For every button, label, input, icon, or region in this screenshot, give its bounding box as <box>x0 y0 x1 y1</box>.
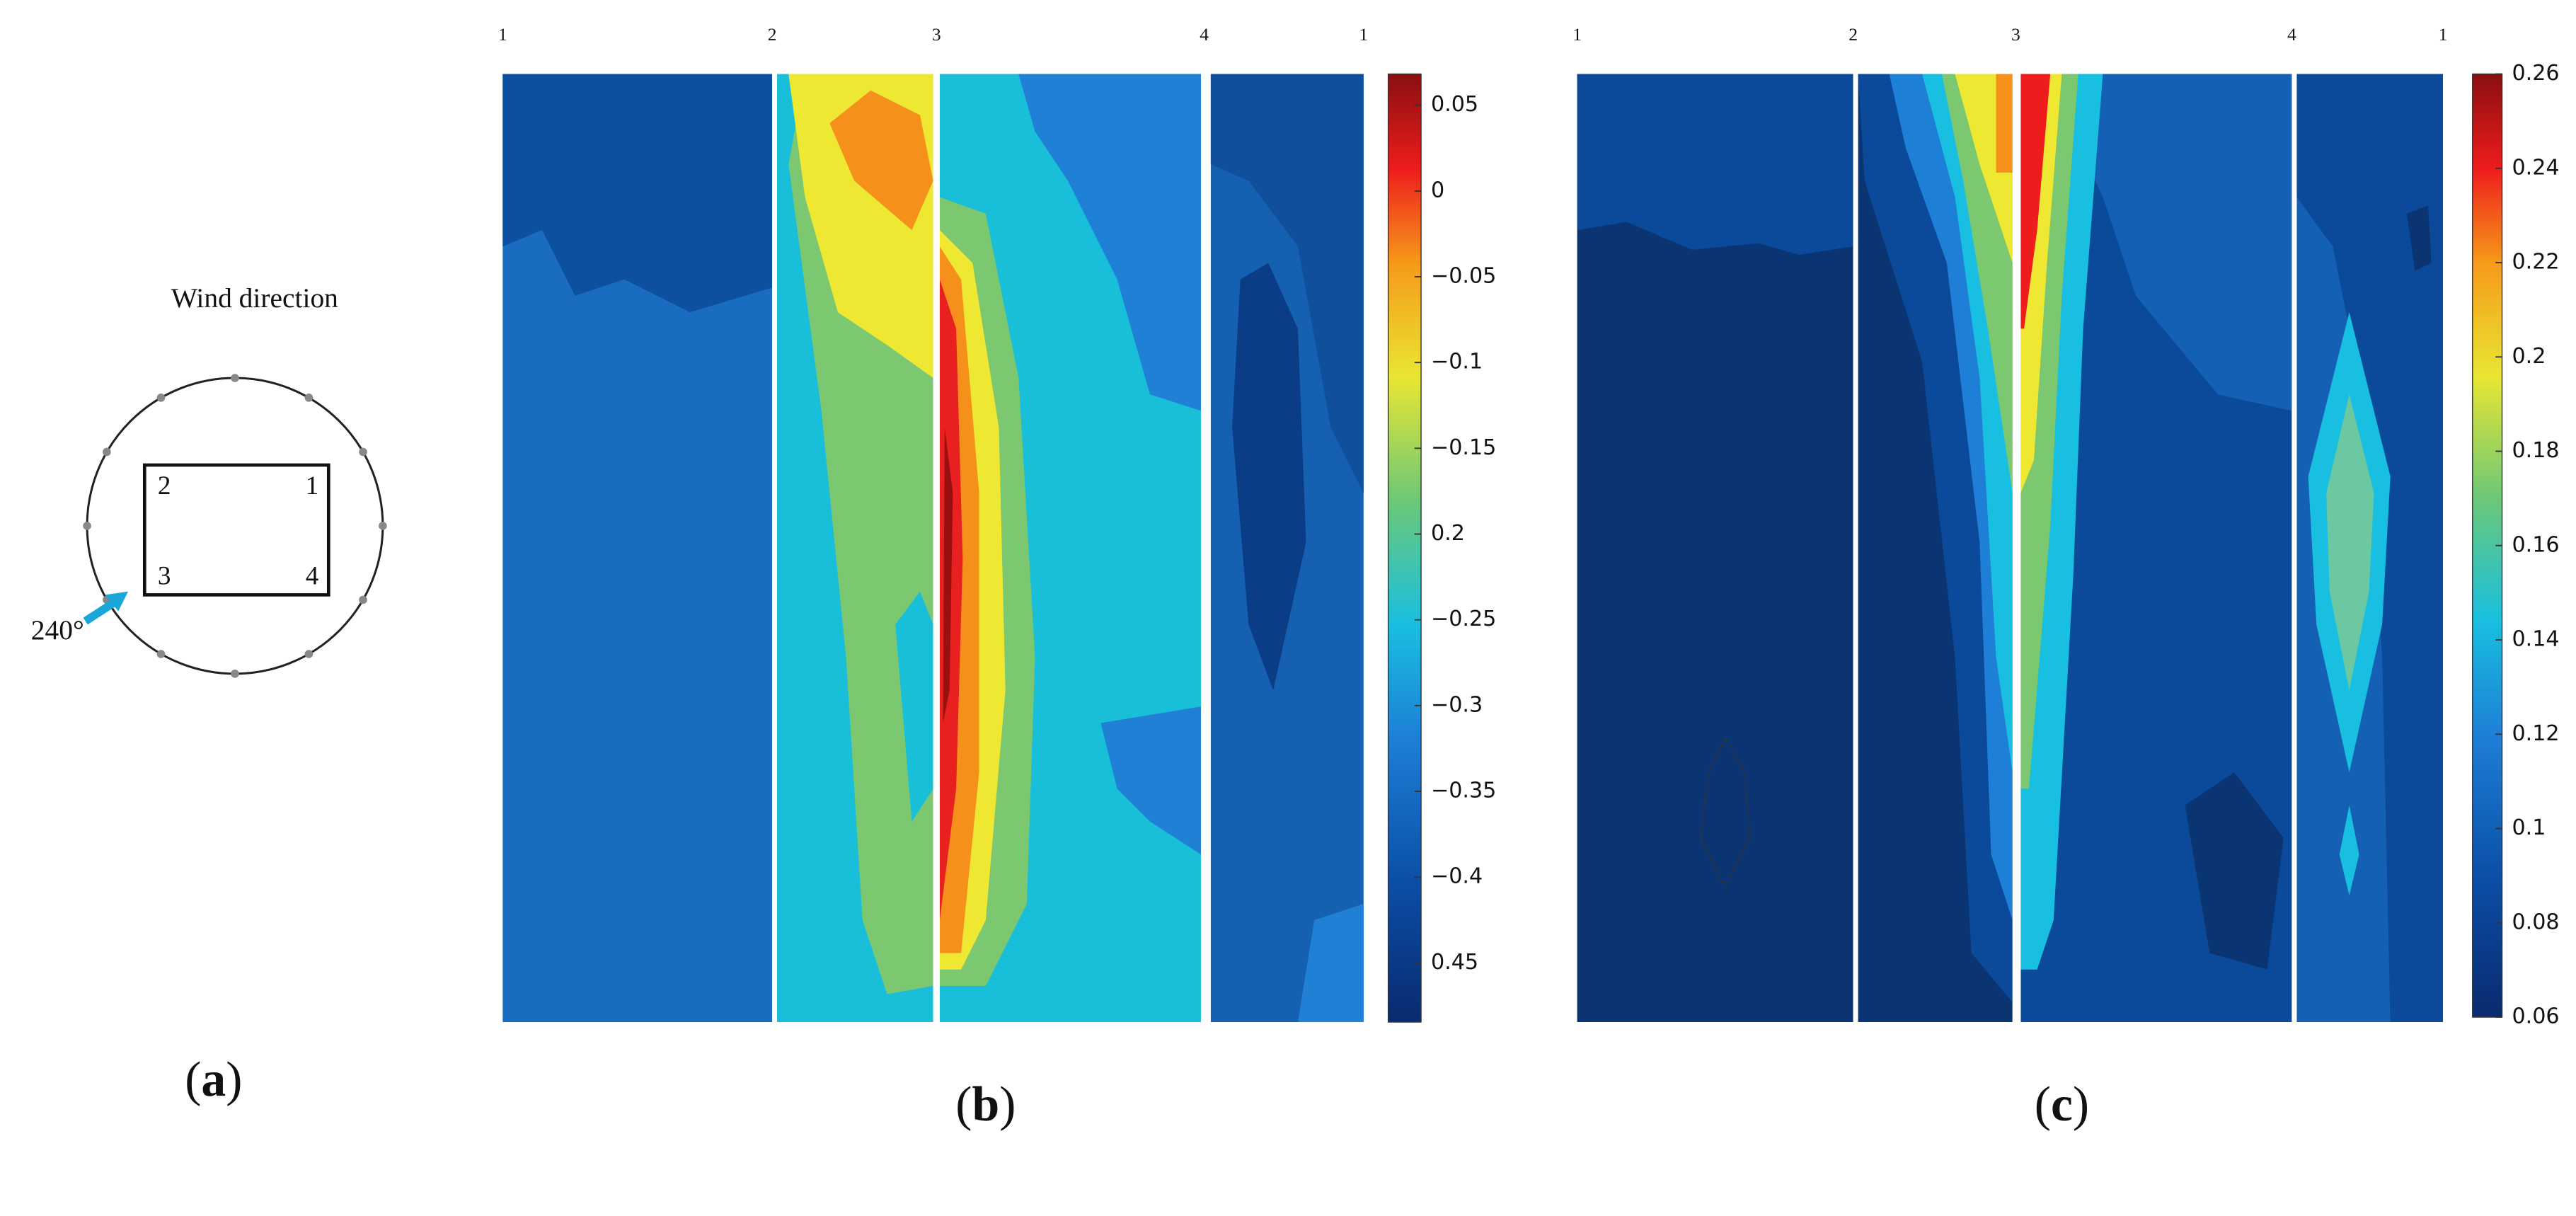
face-label: 3 <box>158 562 171 591</box>
separator <box>1200 74 1209 1022</box>
edge-label: 2 <box>768 24 777 45</box>
separator <box>933 74 940 1022</box>
colorbar-label: 0.05 <box>1431 92 1478 117</box>
paren: ( <box>185 1052 201 1107</box>
contour <box>2326 394 2374 691</box>
contour <box>895 591 933 822</box>
colorbar-label: 0 <box>1431 178 1444 202</box>
separator <box>772 74 778 1022</box>
edge-label: 1 <box>1359 24 1368 45</box>
edge-label: 4 <box>2287 24 2296 45</box>
edge-label: 1 <box>498 24 507 45</box>
colorbar-label: −0.15 <box>1431 435 1496 460</box>
colorbar-label: 0.06 <box>2512 1004 2559 1029</box>
edge-label: 2 <box>1848 24 1858 45</box>
contour <box>2406 205 2432 272</box>
contour <box>1210 74 1364 493</box>
colorbar <box>1387 73 1422 1023</box>
contour <box>2339 805 2359 896</box>
contour <box>943 427 953 723</box>
panel-label: (b) <box>955 1077 1016 1132</box>
contour <box>2296 74 2443 1022</box>
colorbar-label: 0.18 <box>2512 438 2559 463</box>
contour <box>1018 74 1201 411</box>
edge-label: 4 <box>1200 24 1209 45</box>
building <box>142 463 330 597</box>
angle-label: 240° <box>31 614 84 646</box>
colorbar-label: −0.25 <box>1431 607 1496 631</box>
taps <box>83 374 387 678</box>
colorbar-label: −0.1 <box>1431 350 1483 374</box>
contour-line <box>1699 738 1751 890</box>
contour <box>1996 74 2013 173</box>
contour <box>829 90 933 231</box>
face-label: 4 <box>306 562 319 591</box>
panel-c: (c) <box>1577 73 2503 1132</box>
colorbar-label: 0.2 <box>1431 521 1465 546</box>
ring <box>86 377 384 675</box>
wind-title: Wind direction <box>171 282 338 314</box>
contour <box>502 74 773 313</box>
colorbar-label: 0.26 <box>2512 61 2559 86</box>
paren: ) <box>2073 1077 2089 1132</box>
edge-label: 1 <box>2439 24 2448 45</box>
face-label: 2 <box>158 471 171 500</box>
contour <box>1232 263 1306 691</box>
colorbar-label: −0.35 <box>1431 779 1496 803</box>
panel-a: Wind direction 2 1 3 4 240° (a) <box>31 282 387 1107</box>
panel-b: (b) <box>502 73 1422 1132</box>
colorbar-label: 0.08 <box>2512 910 2559 934</box>
edge-label: 3 <box>2011 24 2020 45</box>
letter: c <box>2051 1077 2073 1132</box>
face-label: 1 <box>306 471 319 500</box>
paren: ) <box>999 1077 1016 1132</box>
contour <box>2020 74 2051 329</box>
contour <box>1577 74 1853 255</box>
letter: a <box>201 1052 226 1107</box>
colorbar-label: 0.45 <box>1431 950 1478 975</box>
colorbar-label: −0.4 <box>1431 864 1483 889</box>
separator <box>2012 74 2021 1022</box>
panel-label: (a) <box>185 1052 242 1107</box>
contour <box>1297 903 1364 1022</box>
contour <box>1100 706 1201 855</box>
panel-label: (c) <box>2035 1077 2089 1132</box>
colorbar-label: 0.12 <box>2512 721 2559 746</box>
wind-arrow-head <box>105 591 129 612</box>
colorbar-label: −0.05 <box>1431 264 1496 289</box>
colorbar-label: 0.22 <box>2512 250 2559 275</box>
paren: ) <box>226 1052 242 1107</box>
colorbar-label: 0.16 <box>2512 532 2559 557</box>
colorbar-label: 0.24 <box>2512 155 2559 180</box>
colorbar-label: 0.14 <box>2512 627 2559 652</box>
separator <box>2292 74 2297 1022</box>
letter: b <box>972 1077 999 1132</box>
colorbar-label: 0.2 <box>2512 344 2546 369</box>
edge-label: 1 <box>1572 24 1582 45</box>
colorbar-label: −0.3 <box>1431 692 1483 717</box>
colorbar-label: 0.1 <box>2512 815 2546 840</box>
paren: ( <box>955 1077 972 1132</box>
paren: ( <box>2035 1077 2051 1132</box>
edge-label: 3 <box>932 24 941 45</box>
contour <box>2185 772 2284 970</box>
separator <box>1853 74 1858 1022</box>
